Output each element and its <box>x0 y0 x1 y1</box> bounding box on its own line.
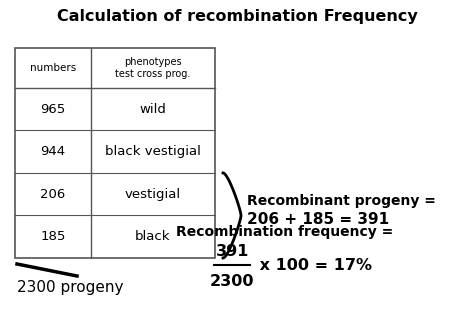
Text: phenotypes
test cross prog.: phenotypes test cross prog. <box>115 57 191 79</box>
Text: 206: 206 <box>40 188 65 201</box>
Text: Calculation of recombination Frequency: Calculation of recombination Frequency <box>56 8 418 24</box>
Text: 391: 391 <box>216 245 249 259</box>
Text: x 100 = 17%: x 100 = 17% <box>254 258 372 272</box>
Text: Recombinant progeny =: Recombinant progeny = <box>247 194 436 208</box>
Text: black vestigial: black vestigial <box>105 145 201 158</box>
Text: 965: 965 <box>40 103 65 116</box>
Text: Recombination frequency =: Recombination frequency = <box>176 225 393 239</box>
Text: 206 + 185 = 391: 206 + 185 = 391 <box>247 212 389 227</box>
Text: 185: 185 <box>40 230 66 243</box>
Text: 2300 progeny: 2300 progeny <box>17 280 124 295</box>
Text: vestigial: vestigial <box>125 188 181 201</box>
Text: wild: wild <box>139 103 166 116</box>
Text: 2300: 2300 <box>210 273 255 289</box>
Bar <box>15 48 215 258</box>
Text: numbers: numbers <box>30 63 76 73</box>
Text: black: black <box>135 230 171 243</box>
Text: 944: 944 <box>40 145 65 158</box>
